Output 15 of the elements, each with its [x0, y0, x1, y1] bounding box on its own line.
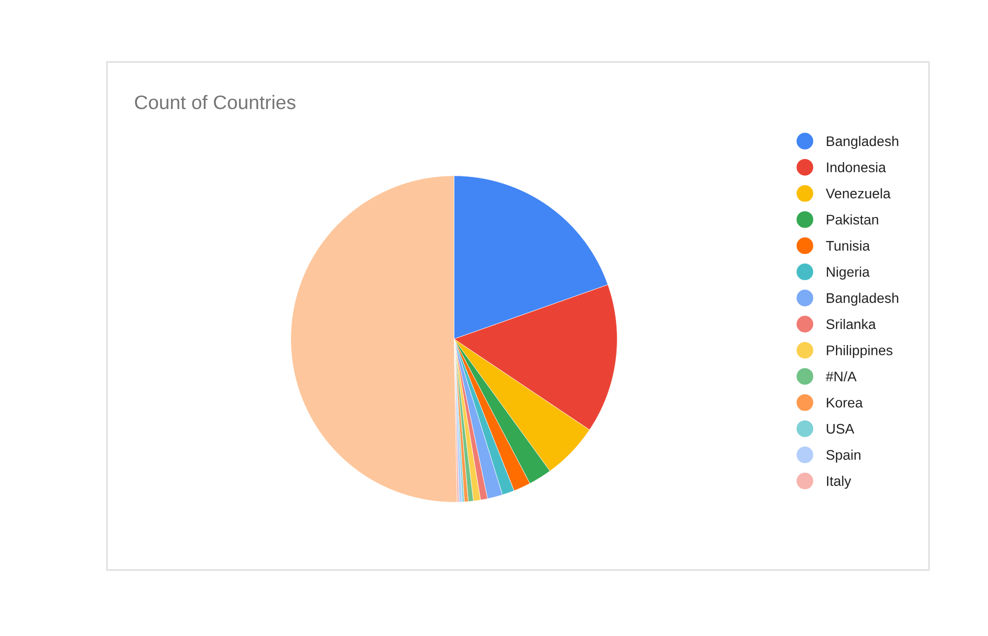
legend-label: Bangladesh [826, 136, 898, 149]
legend-label: #N/A [826, 371, 857, 382]
legend-label: Italy [827, 476, 852, 489]
legend-label: Philippines [826, 345, 892, 358]
legend-label: Tunisia [826, 240, 870, 251]
legend-label: Nigeria [826, 266, 870, 280]
legend-label: Venezuela [826, 188, 891, 198]
legend-label: Bangladesh [826, 292, 898, 306]
legend-label: Srilanka [826, 318, 876, 330]
chart-title: Count of Countries [134, 94, 296, 110]
legend-label: Spain [826, 450, 860, 463]
legend-label: Pakistan [826, 214, 878, 225]
legend-label: Korea [826, 398, 863, 408]
legend-label: Indonesia [827, 162, 886, 172]
legend-label: USA [826, 424, 854, 434]
